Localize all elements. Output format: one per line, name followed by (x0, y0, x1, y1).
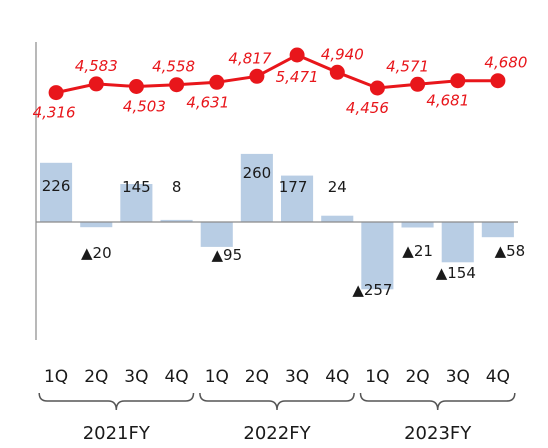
x-tick-9: 2Q (405, 367, 429, 387)
line-label-11: 4,680 (484, 54, 527, 72)
line-label-10: 4,681 (426, 92, 469, 110)
bar-3 (160, 219, 193, 222)
x-tick-10: 3Q (446, 367, 470, 387)
bar-label-8: ▲257 (352, 281, 392, 299)
line-label-9: 4,571 (386, 57, 429, 75)
bar-2 (120, 184, 153, 222)
bar-6 (281, 175, 314, 222)
x-tick-7: 4Q (325, 367, 349, 387)
line-point-9 (410, 76, 426, 92)
bar-data-labels: 226 ▲20 145 8 ▲95 260 177 24 ▲257 ▲21▲154 ▲58 (42, 164, 525, 299)
x-tick-1: 2Q (84, 367, 108, 387)
brace-2 (359, 392, 516, 411)
x-tick-4: 1Q (205, 367, 229, 387)
line-point-6 (289, 47, 305, 63)
x-tick-8: 1Q (365, 367, 389, 387)
line-label-7: 4,940 (321, 45, 364, 63)
bar-label-3: 8 (172, 178, 182, 196)
bar-5 (240, 153, 273, 222)
line-point-5 (249, 68, 265, 84)
line-data-labels: 4,316 4,583 4,503 4,558 4,631 4,817 5,4714,940… (33, 45, 528, 121)
bar-label-2: 145 (122, 178, 151, 196)
x-tick-5: 2Q (245, 367, 269, 387)
line-point-1 (88, 76, 104, 92)
x-tick-11: 4Q (486, 367, 510, 387)
line-label-1: 4,583 (75, 57, 118, 75)
bar-label-5: 260 (243, 164, 272, 182)
fy-label-2: 2023FY (404, 423, 472, 444)
bar-label-11: ▲58 (495, 242, 526, 260)
x-tick-labels: 1Q 2Q 3Q 4Q 1Q 2Q 3Q 4Q 1Q 2Q 3Q 4Q (44, 367, 510, 387)
line-label-4: 4,631 (186, 93, 229, 111)
bar-1 (80, 222, 113, 228)
bar-label-0: 226 (42, 177, 71, 195)
line-label-5: 4,817 (228, 49, 271, 67)
bar-label-9: ▲21 (402, 242, 433, 260)
line-label-2: 4,503 (123, 98, 166, 116)
fiscal-year-labels: 2021FY 2022FY 2023FY (83, 423, 473, 444)
fy-label-0: 2021FY (83, 423, 151, 444)
bar-4 (200, 222, 233, 247)
bar-8 (361, 222, 394, 290)
bar-7 (321, 215, 354, 222)
fiscal-year-braces (38, 392, 516, 411)
bar-10 (441, 222, 474, 263)
line-label-6: 5,471 (276, 68, 319, 86)
line-point-8 (369, 80, 385, 96)
bar-label-4: ▲95 (211, 246, 242, 264)
bar-0 (40, 162, 73, 222)
line-point-3 (169, 77, 185, 93)
brace-0 (38, 392, 195, 411)
bar-9 (401, 222, 434, 228)
line-label-0: 4,316 (33, 104, 76, 122)
brace-1 (199, 392, 355, 411)
fy-label-1: 2022FY (243, 423, 311, 444)
line-point-10 (450, 73, 466, 89)
line-point-4 (209, 74, 225, 90)
bar-label-6: 177 (279, 178, 308, 196)
line-points (48, 47, 506, 101)
x-tick-0: 1Q (44, 367, 68, 387)
line-point-2 (128, 79, 144, 94)
line-label-8: 4,456 (346, 99, 389, 117)
bar-label-10: ▲154 (436, 264, 476, 282)
x-tick-6: 3Q (285, 367, 309, 387)
x-tick-2: 3Q (124, 367, 148, 387)
line-point-0 (48, 85, 64, 101)
bar-label-1: ▲20 (81, 244, 112, 262)
bar-11 (481, 222, 514, 238)
x-tick-3: 4Q (164, 367, 188, 387)
bar-series (40, 153, 514, 290)
line-point-7 (329, 64, 345, 80)
bar-label-7: 24 (328, 178, 347, 196)
line-point-11 (490, 73, 506, 89)
line-label-3: 4,558 (152, 58, 195, 76)
